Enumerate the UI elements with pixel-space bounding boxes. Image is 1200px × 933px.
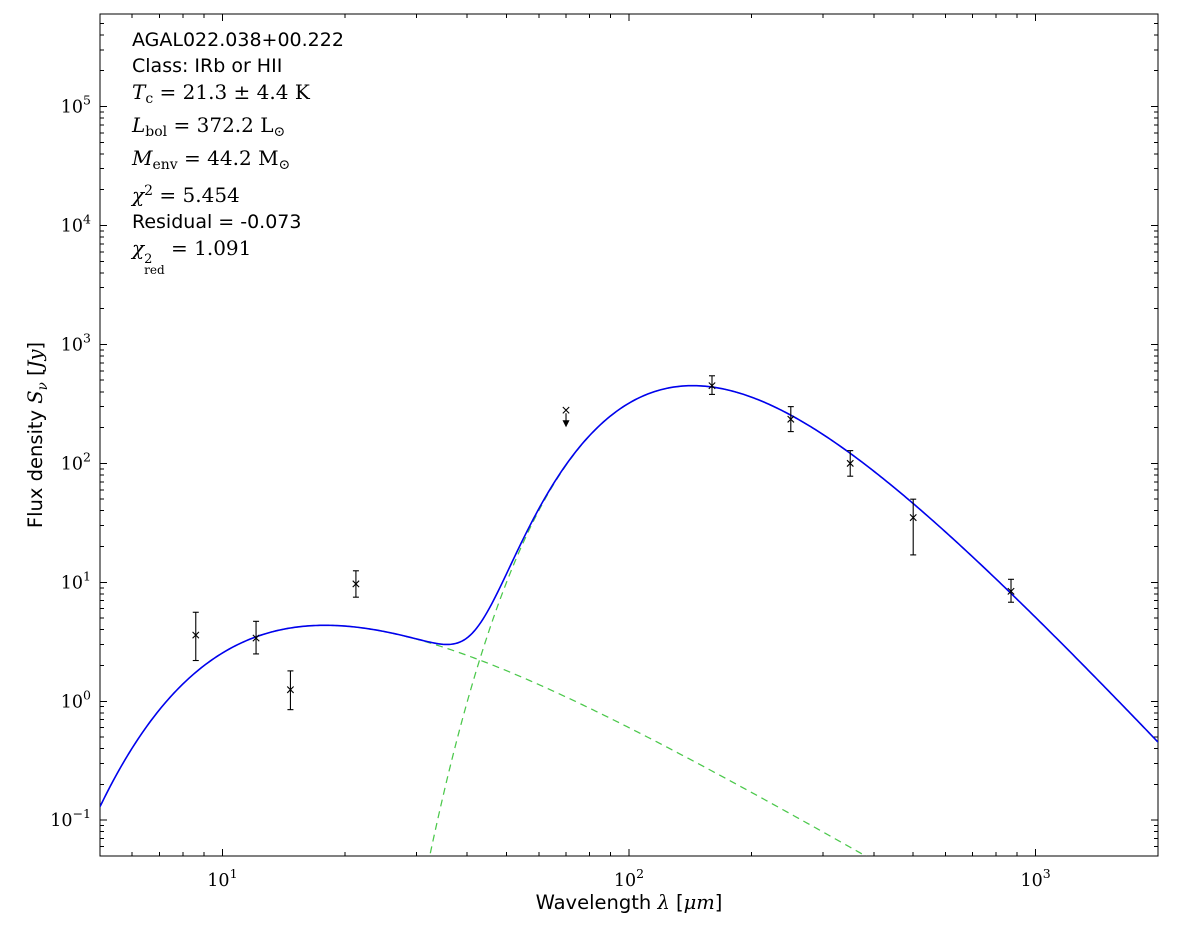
annotation-text: = 44.2 M xyxy=(177,146,279,170)
data-point xyxy=(846,450,854,477)
y-tick-label: 103 xyxy=(61,330,91,355)
annotation-line: χ 2 red = 1.091 xyxy=(132,235,344,276)
annotation-text: Residual = -0.073 xyxy=(132,211,302,233)
annotation-line: Menv = 44.2 M⊙ xyxy=(132,145,344,178)
y-tick-label: 10−1 xyxy=(50,806,91,831)
data-point xyxy=(909,498,917,556)
data-point xyxy=(1007,578,1015,603)
y-tick-label: 101 xyxy=(61,568,91,593)
model-curves xyxy=(100,384,1158,856)
data-point xyxy=(286,670,295,711)
y-tick-label: 104 xyxy=(61,211,91,236)
data-point xyxy=(708,375,716,395)
data-point xyxy=(252,620,260,655)
annotation-text: ⊙ xyxy=(273,124,286,140)
annotation-text: = 5.454 xyxy=(153,183,240,207)
x-tick-label: 101 xyxy=(207,866,237,891)
data-point xyxy=(192,611,200,662)
annotation-line: Class: IRb or HII xyxy=(132,53,344,79)
upper-limit-point xyxy=(562,406,570,428)
annotation-text: c xyxy=(145,91,154,107)
annotation-text: L xyxy=(132,113,146,137)
annotation-text: = 21.3 ± 4.4 K xyxy=(153,80,310,104)
data-point xyxy=(787,406,795,433)
annotation-text: = 1.091 xyxy=(164,236,252,260)
annotation-text: T xyxy=(132,80,146,104)
x-axis-label: Wavelength λ [μm] xyxy=(536,891,723,914)
annotation-text: = 372.2 L xyxy=(167,113,274,137)
sup-sub-stack: 2 red xyxy=(144,252,165,277)
annotation-line: χ2 = 5.454 xyxy=(132,178,344,209)
annotation-text: env xyxy=(152,157,178,173)
plot-border xyxy=(99,13,1159,857)
annotation-text: Class: IRb or HII xyxy=(132,55,283,77)
annotation-line: AGAL022.038+00.222 xyxy=(132,27,344,53)
y-axis-label: Flux density Sν [Jy] xyxy=(24,342,51,528)
down-arrow-icon xyxy=(562,420,570,428)
x-tick-label: 102 xyxy=(614,866,644,891)
annotation-line: Lbol = 372.2 L⊙ xyxy=(132,112,344,145)
annotation-text: AGAL022.038+00.222 xyxy=(132,29,344,51)
annotation-text: χ xyxy=(132,183,145,207)
y-tick-label: 100 xyxy=(61,687,91,712)
annotation-text: ⊙ xyxy=(278,157,291,173)
axis-ticks xyxy=(100,14,1158,856)
y-tick-label: 105 xyxy=(61,93,91,118)
total-model-curve xyxy=(100,384,1158,808)
annotation-text: bol xyxy=(145,124,168,140)
data-points xyxy=(192,375,1015,711)
annotation-line: Tc = 21.3 ± 4.4 K xyxy=(132,79,344,112)
annotation-text: χ xyxy=(132,236,145,260)
x-tick-label: 103 xyxy=(1020,866,1050,891)
annotation-text: 2 xyxy=(144,183,154,199)
tick-labels: 10−1 100 101 102 103 104 105 101 102 103 xyxy=(50,93,1050,891)
data-point xyxy=(352,570,360,598)
y-tick-label: 102 xyxy=(61,449,91,474)
annotation-text: M xyxy=(132,146,153,170)
annotation-line: Residual = -0.073 xyxy=(132,209,344,235)
fit-annotation-block: AGAL022.038+00.222 Class: IRb or HII Tc = … xyxy=(132,27,344,276)
